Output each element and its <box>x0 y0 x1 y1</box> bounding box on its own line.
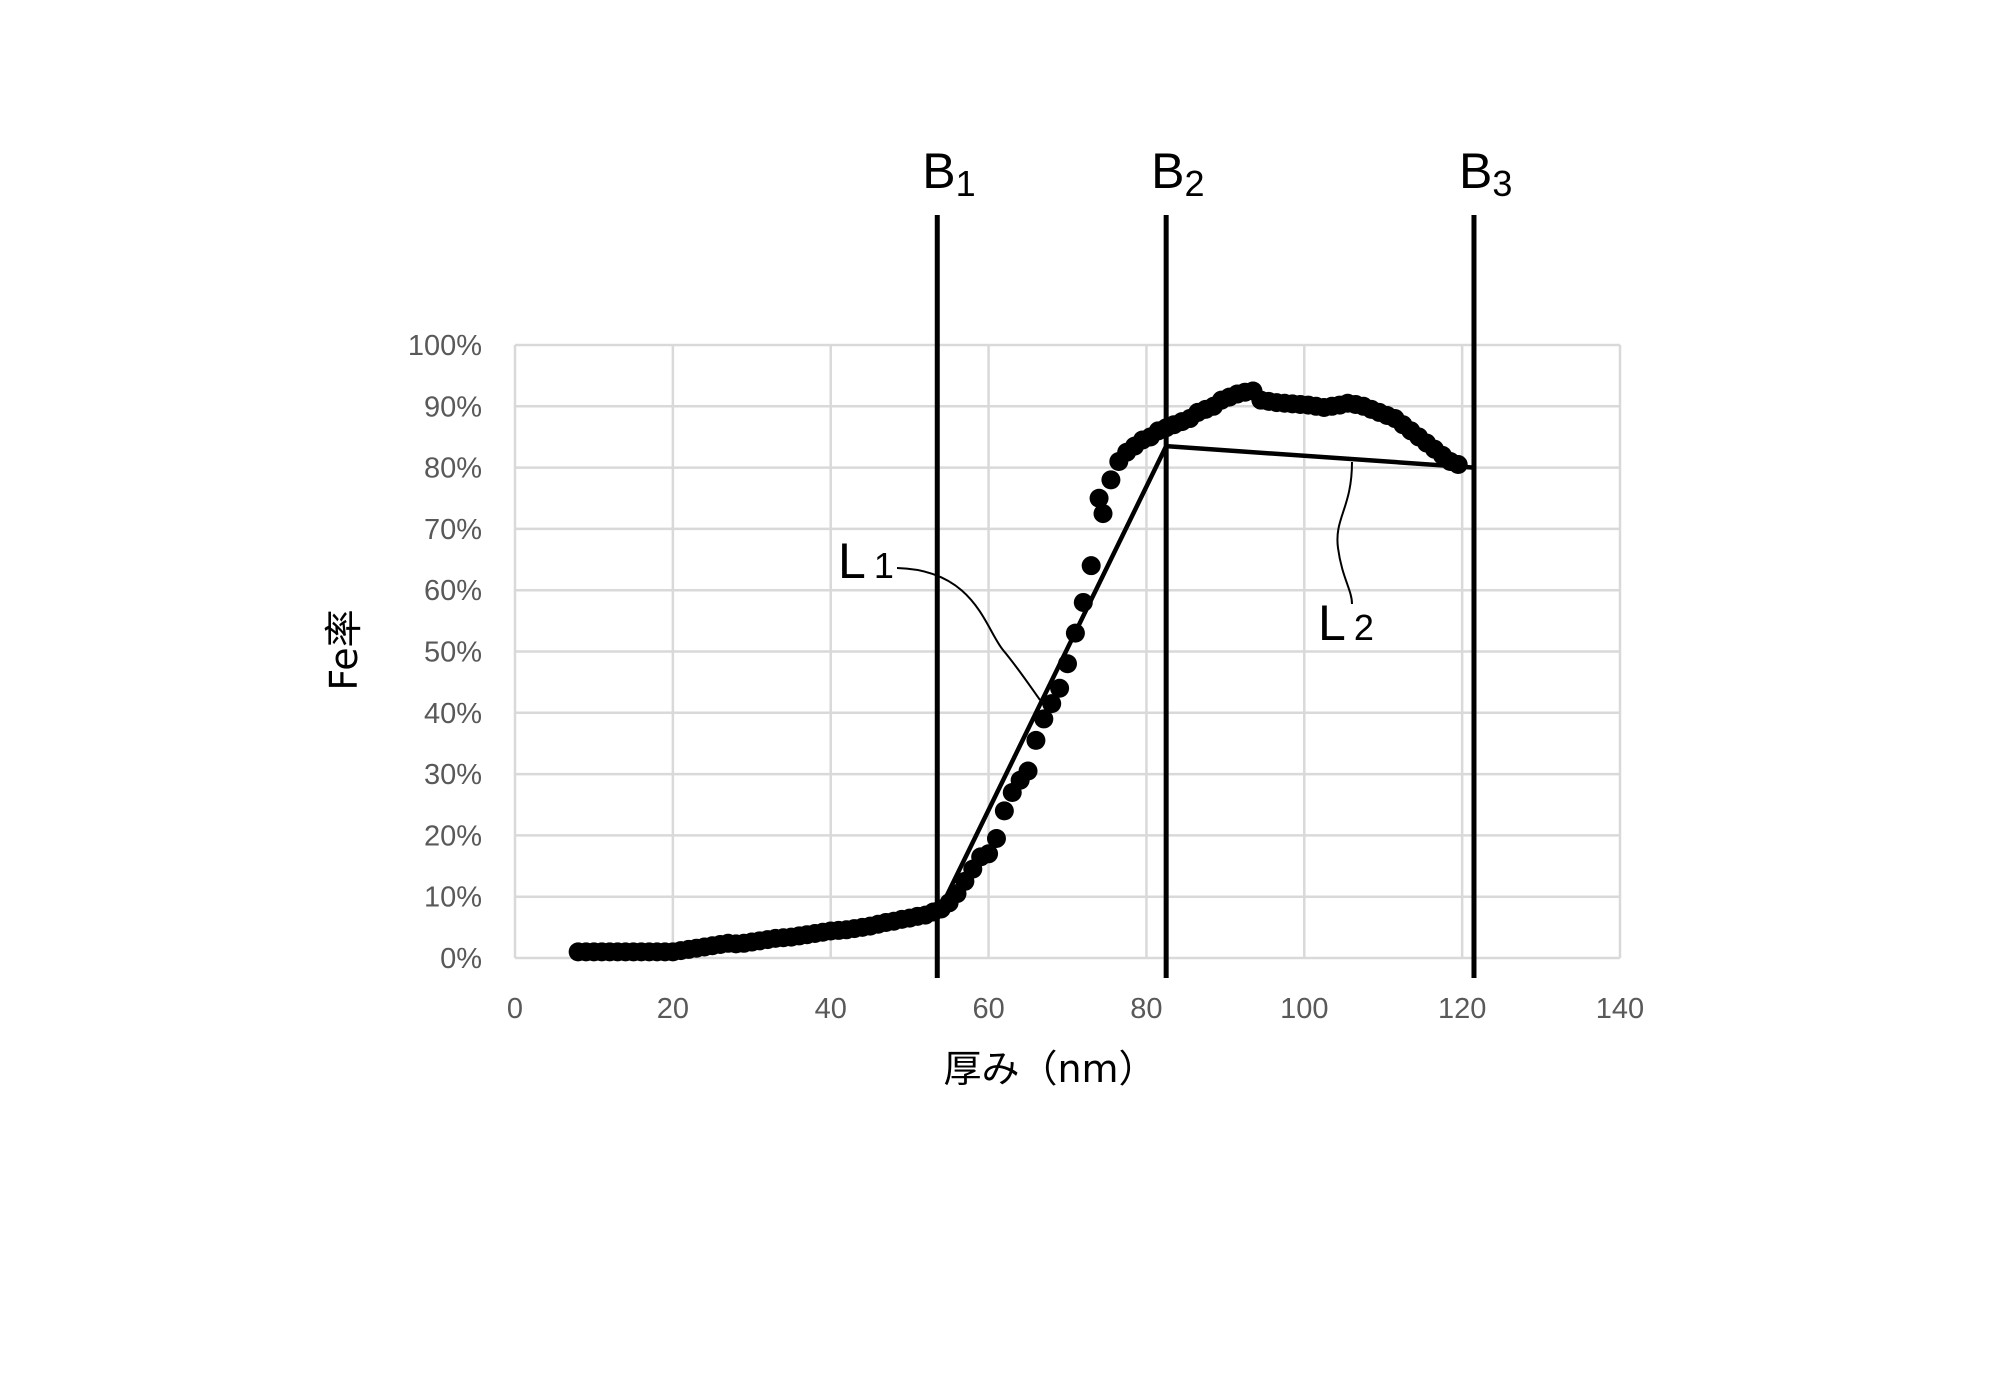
data-point <box>1449 455 1468 474</box>
y-tick-label: 80% <box>424 453 482 485</box>
y-tick-label: 90% <box>424 391 482 423</box>
fit-lines <box>937 446 1474 915</box>
data-point <box>1094 504 1113 523</box>
boundary-label-b3: B3 <box>1459 143 1512 204</box>
y-tick-label: 20% <box>424 820 482 852</box>
x-tick-label: 140 <box>1596 993 1644 1025</box>
x-tick-label: 60 <box>972 993 1004 1025</box>
y-tick-label: 100% <box>408 330 482 362</box>
data-point <box>1101 470 1120 489</box>
y-axis-tick-labels: 0% 10% 20% 30% 40% 50% 60% 70% 80% 90% 100% <box>408 330 482 975</box>
y-axis-title: Fe率 <box>322 609 366 690</box>
y-tick-label: 10% <box>424 882 482 914</box>
data-point <box>1066 624 1085 643</box>
boundary-label-b2: B2 <box>1151 143 1204 204</box>
data-point <box>1026 731 1045 750</box>
x-tick-label: 100 <box>1280 993 1328 1025</box>
x-tick-label: 40 <box>815 993 847 1025</box>
boundary-label-b1: B1 <box>922 143 975 204</box>
leader-lines <box>897 462 1352 700</box>
y-tick-label: 0% <box>440 943 482 975</box>
x-tick-label: 80 <box>1130 993 1162 1025</box>
data-point <box>1074 593 1093 612</box>
y-tick-label: 50% <box>424 637 482 669</box>
y-tick-label: 70% <box>424 514 482 546</box>
data-point <box>1050 679 1069 698</box>
x-tick-label: 120 <box>1438 993 1486 1025</box>
x-axis-title: 厚み（nm） <box>943 1047 1156 1091</box>
y-tick-label: 40% <box>424 698 482 730</box>
boundary-lines <box>937 215 1474 978</box>
data-point <box>987 829 1006 848</box>
fit-line-l1 <box>937 446 1166 915</box>
y-tick-label: 30% <box>424 759 482 791</box>
fit-line-label-l2: L2 <box>1318 595 1374 651</box>
data-point <box>995 801 1014 820</box>
l1-leader-line <box>897 568 1040 700</box>
y-tick-label: 60% <box>424 575 482 607</box>
data-point <box>1058 654 1077 673</box>
data-point <box>1082 556 1101 575</box>
data-point <box>1019 762 1038 781</box>
fit-line-label-l1: L1 <box>838 533 894 589</box>
x-tick-label: 20 <box>657 993 689 1025</box>
l2-leader-line <box>1337 462 1352 604</box>
x-tick-label: 0 <box>507 993 523 1025</box>
x-axis-tick-labels: 0 20 40 60 80 100 120 140 <box>507 993 1644 1025</box>
